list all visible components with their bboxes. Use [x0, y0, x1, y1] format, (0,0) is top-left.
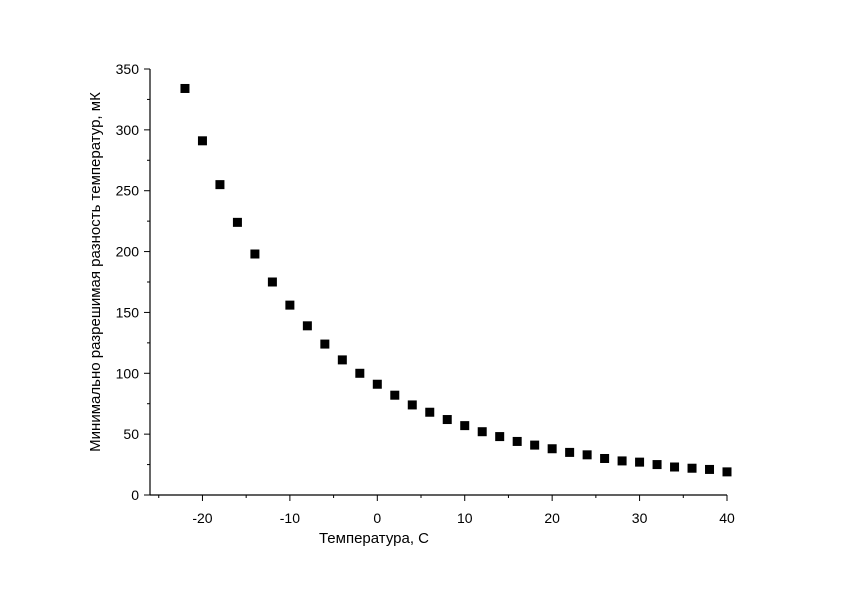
y-tick-label: 350 — [116, 61, 140, 77]
data-point — [337, 355, 347, 365]
data-point — [547, 444, 557, 454]
data-point — [390, 390, 400, 400]
data-point — [705, 464, 715, 474]
data-point — [600, 453, 610, 463]
data-point — [512, 436, 522, 446]
x-axis-title: Температура, С — [319, 530, 429, 547]
data-point — [320, 339, 330, 349]
data-point — [495, 432, 505, 442]
data-point — [582, 450, 592, 460]
data-point — [460, 421, 470, 431]
data-point — [302, 321, 312, 331]
data-point — [215, 180, 225, 190]
data-point — [565, 447, 575, 457]
data-point — [232, 217, 242, 227]
data-points — [180, 83, 732, 477]
data-point — [652, 460, 662, 470]
data-point — [372, 379, 382, 389]
data-point — [180, 83, 190, 93]
x-tick-label: 10 — [457, 510, 473, 526]
data-point — [670, 462, 680, 472]
data-point — [442, 415, 452, 425]
data-point — [197, 136, 207, 146]
x-tick-label: -20 — [192, 510, 212, 526]
data-point — [267, 277, 277, 287]
y-tick-label: 100 — [116, 365, 140, 381]
x-tick-label: -10 — [280, 510, 300, 526]
y-tick-label: 200 — [116, 244, 140, 260]
data-point — [722, 467, 732, 477]
y-tick-label: 50 — [123, 426, 139, 442]
y-tick-label: 0 — [131, 487, 139, 503]
data-point — [285, 300, 295, 310]
data-point — [477, 427, 487, 437]
y-axis-title: Минимально разрешимая разность температу… — [87, 92, 104, 452]
y-tick-label: 300 — [116, 122, 140, 138]
data-point — [250, 249, 260, 259]
data-point — [687, 463, 697, 473]
x-tick-label: 20 — [544, 510, 560, 526]
data-point — [425, 407, 435, 417]
data-point — [355, 368, 365, 378]
axes: 0 50 100 150 200 250 300 350 -20 -10 0 10 20 30 40 — [116, 61, 735, 526]
y-tick-label: 250 — [116, 183, 140, 199]
data-point — [407, 400, 417, 410]
y-tick-label: 150 — [116, 304, 140, 320]
x-tick-label: 40 — [719, 510, 735, 526]
data-point — [530, 440, 540, 450]
data-point — [635, 457, 645, 467]
x-tick-label: 30 — [632, 510, 648, 526]
data-point — [617, 456, 627, 466]
x-tick-label: 0 — [373, 510, 381, 526]
